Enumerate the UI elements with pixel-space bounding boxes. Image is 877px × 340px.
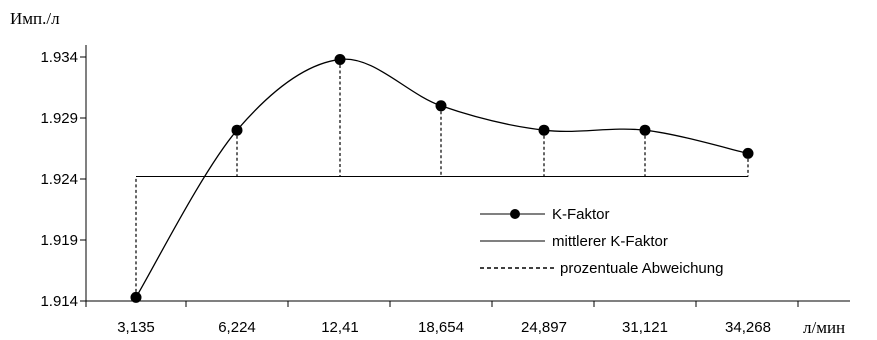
legend: K-Faktor mittlerer K-Faktor prozentuale … bbox=[480, 206, 723, 277]
y-tick-label: 1.934 bbox=[40, 49, 78, 66]
y-axis-label: Имп./л bbox=[10, 9, 60, 28]
y-tick-label: 1.914 bbox=[40, 293, 78, 310]
axes bbox=[85, 45, 850, 302]
k-factor-point bbox=[639, 124, 651, 136]
x-tick-label: 31,121 bbox=[622, 319, 668, 336]
deviation-lines bbox=[135, 59, 749, 298]
legend-deviation-label: prozentuale Abweichung bbox=[560, 260, 723, 277]
x-ticks: 3,135 6,224 12,41 18,654 24,897 31,121 34,268 bbox=[85, 301, 799, 336]
legend-mean-label: mittlerer K-Faktor bbox=[552, 233, 668, 250]
k-factor-point bbox=[435, 100, 447, 112]
y-tick-label: 1.919 bbox=[40, 232, 78, 249]
x-tick-label: 6,224 bbox=[218, 319, 256, 336]
k-factor-point bbox=[334, 53, 346, 65]
legend-kfaktor-label: K-Faktor bbox=[552, 206, 610, 223]
x-tick-label: 3,135 bbox=[117, 319, 155, 336]
legend-kfaktor-marker bbox=[510, 209, 520, 219]
k-factor-point bbox=[538, 124, 550, 136]
k-factor-point bbox=[130, 291, 142, 303]
x-tick-label: 34,268 bbox=[725, 319, 771, 336]
y-tick-label: 1.929 bbox=[40, 110, 78, 127]
k-factor-point bbox=[231, 124, 243, 136]
y-tick-label: 1.924 bbox=[40, 171, 78, 188]
x-tick-label: 24,897 bbox=[521, 319, 567, 336]
k-factor-point bbox=[742, 147, 754, 159]
y-ticks: 1.934 1.929 1.924 1.919 1.914 bbox=[40, 49, 86, 310]
x-tick-label: 18,654 bbox=[418, 319, 464, 336]
x-axis-label: л/мин bbox=[803, 318, 845, 337]
k-factor-points bbox=[130, 53, 754, 303]
x-tick-label: 12,41 bbox=[321, 319, 359, 336]
